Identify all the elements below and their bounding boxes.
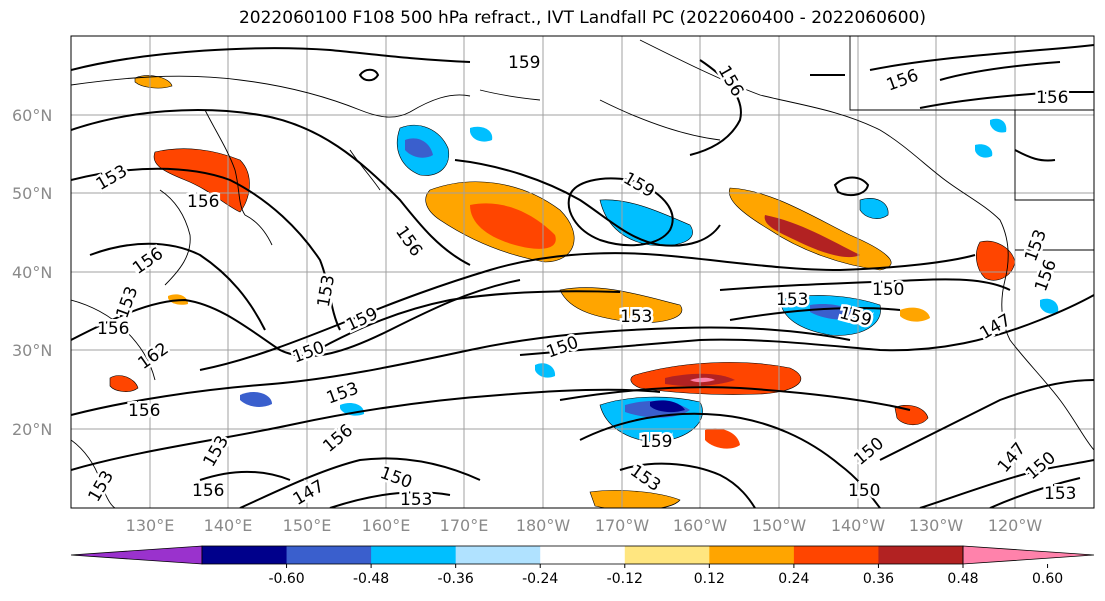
- lat-label: 20°N: [12, 420, 52, 439]
- lat-label: 30°N: [12, 341, 52, 360]
- positive-anomaly-shading: [109, 75, 1016, 508]
- colorbar-swatch: [540, 546, 626, 564]
- colorbar-outline: [201, 545, 964, 565]
- colorbar-tick-label: -0.24: [522, 571, 558, 587]
- lon-label: 140°E: [204, 516, 253, 535]
- colorbar-tick-label: 0.60: [1032, 571, 1063, 587]
- negative-anomaly-shading: [240, 118, 1059, 443]
- lon-label: 180°W: [516, 516, 571, 535]
- colorbar-tick-label: 0.24: [778, 571, 809, 587]
- colorbar-swatch: [709, 546, 795, 564]
- colorbar-tick-label: 0.36: [863, 571, 894, 587]
- colorbar-tick-label: -0.48: [353, 571, 389, 587]
- lat-label: 50°N: [12, 184, 52, 203]
- contour-label: 150: [848, 481, 880, 501]
- coastlines: [71, 36, 1094, 508]
- latitude-labels: 60°N 50°N 40°N 30°N 20°N: [12, 106, 52, 439]
- colorbar-swatch: [793, 546, 879, 564]
- colorbar-extend-low: [70, 545, 203, 565]
- colorbar-swatch: [202, 546, 288, 564]
- colorbar-swatch: [455, 546, 541, 564]
- colorbar-tick-label: -0.60: [268, 571, 304, 587]
- lon-label: 130°E: [126, 516, 175, 535]
- map-frame: [70, 35, 1095, 509]
- lon-label: 150°E: [283, 516, 332, 535]
- lon-label: 170°W: [595, 516, 650, 535]
- lon-label: 160°W: [673, 516, 728, 535]
- contour-label: 159: [640, 432, 672, 452]
- lat-label: 40°N: [12, 263, 52, 282]
- contour-label: 156: [192, 481, 224, 501]
- colorbar: -0.60 -0.48 -0.36 -0.24 -0.12 0.12 0.24 0.36 0.4…: [70, 545, 1095, 587]
- contour-label: 159: [508, 53, 540, 73]
- lon-label: 160°E: [362, 516, 411, 535]
- contour-label: 153: [620, 307, 652, 327]
- contour-label: 153: [1044, 484, 1076, 504]
- colorbar-tick-label: 0.12: [694, 571, 725, 587]
- colorbar-tick-label: -0.36: [438, 571, 474, 587]
- colorbar-swatch: [371, 546, 457, 564]
- lon-label: 120°W: [988, 516, 1043, 535]
- map-title: 2022060100 F108 500 hPa refract., IVT La…: [238, 8, 926, 28]
- lon-label: 150°W: [752, 516, 807, 535]
- refractivity-contours: [71, 44, 1094, 508]
- contour-label: 153: [400, 490, 432, 510]
- colorbar-tick-label: -0.12: [607, 571, 643, 587]
- lat-label: 60°N: [12, 106, 52, 125]
- contour-label: 156: [1036, 88, 1068, 108]
- longitude-labels: 130°E 140°E 150°E 160°E 170°E 180°W 170°…: [126, 516, 1043, 535]
- lon-label: 140°W: [831, 516, 886, 535]
- contour-label: 153: [776, 290, 808, 310]
- contour-label: 150: [872, 280, 904, 300]
- colorbar-tick-label: 0.48: [947, 571, 978, 587]
- contour-label: 156: [128, 401, 160, 421]
- contour-label: 156: [187, 192, 219, 212]
- contour-label: 156: [97, 319, 129, 339]
- lon-label: 170°E: [440, 516, 489, 535]
- lon-label: 130°W: [909, 516, 964, 535]
- colorbar-extend-high: [962, 545, 1095, 565]
- colorbar-swatch: [624, 546, 710, 564]
- colorbar-swatch: [878, 546, 964, 564]
- graticule: [71, 36, 1094, 508]
- colorbar-swatch: [286, 546, 372, 564]
